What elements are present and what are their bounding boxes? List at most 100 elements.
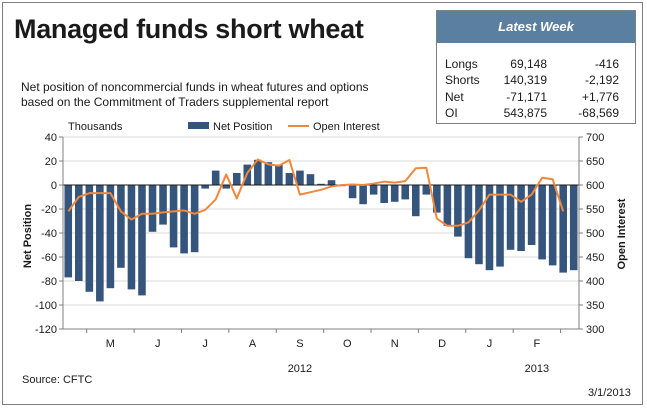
left-tick-label: -120 <box>35 324 57 336</box>
net-position-bar <box>148 185 157 232</box>
net-position-bar <box>190 185 199 253</box>
right-axis-ticks: 700 650 600 550 500 450 400 350 300 <box>579 132 604 336</box>
month-label: M <box>106 338 115 350</box>
left-tick-label: -100 <box>35 300 57 312</box>
net-position-bar <box>201 185 209 189</box>
net-position-bar <box>232 173 241 185</box>
legend: Net Position Open Interest <box>188 121 380 133</box>
net-position-bar <box>211 170 220 185</box>
net-position-bar <box>348 185 357 199</box>
latest-row-longs: Longs 69,148 -416 <box>437 57 635 73</box>
net-position-bar <box>254 159 262 185</box>
year-label: 2013 <box>525 363 549 375</box>
right-tick-label: 300 <box>586 324 604 336</box>
right-tick-label: 600 <box>586 180 604 192</box>
right-tick-label: 450 <box>586 252 604 264</box>
latest-week-panel: Latest Week Longs 69,148 -416 Shorts 140… <box>436 10 636 124</box>
net-position-bar <box>327 180 336 185</box>
net-position-bar <box>169 185 178 248</box>
net-position-bar <box>538 185 546 260</box>
latest-row-change: -68,569 <box>578 106 619 120</box>
right-tick-label: 650 <box>586 156 604 168</box>
net-position-bar <box>138 185 146 296</box>
latest-week-title: Latest Week <box>437 11 635 43</box>
latest-row-change: -416 <box>594 57 619 71</box>
month-label: S <box>296 338 303 350</box>
left-axis-ticks: 40 20 0 -20 -40 -60 -80 -100 -120 <box>35 132 63 336</box>
net-position-bar <box>64 185 73 278</box>
month-label: O <box>343 338 352 350</box>
date-stamp: 3/1/2013 <box>588 387 631 399</box>
net-position-bar <box>401 185 410 200</box>
net-position-bar <box>222 185 231 189</box>
net-position-bar <box>380 185 388 203</box>
right-tick-label: 500 <box>586 228 604 240</box>
net-position-bar <box>180 185 188 254</box>
net-position-bar <box>296 170 304 185</box>
net-position-bar <box>264 162 273 185</box>
latest-row-change: +1,776 <box>581 90 619 104</box>
latest-row-shorts: Shorts 140,319 -2,192 <box>437 73 635 89</box>
net-position-bar <box>106 185 115 289</box>
page-title: Managed funds short wheat <box>14 14 364 44</box>
net-position-bar <box>317 183 325 185</box>
net-position-bar <box>411 185 420 217</box>
left-tick-label: 20 <box>45 156 57 168</box>
net-position-bar <box>548 185 557 266</box>
net-position-bar <box>517 185 525 251</box>
right-axis-label: Open Interest <box>616 198 628 269</box>
net-position-bar <box>454 185 462 237</box>
net-position-bar <box>485 185 494 271</box>
subtitle-line-1: Net position of noncommercial funds in w… <box>21 80 369 94</box>
net-position-bar <box>75 185 83 281</box>
month-label: J <box>202 338 208 350</box>
net-position-bar <box>96 185 104 302</box>
latest-row-net: Net -71,171 +1,776 <box>437 90 635 106</box>
net-position-bar <box>569 185 578 271</box>
net-position-bars <box>64 159 578 302</box>
left-tick-label: 40 <box>45 132 57 144</box>
left-tick-label: -80 <box>41 276 57 288</box>
latest-row-value: 69,148 <box>510 57 547 71</box>
latest-row-oi: OI 543,875 -68,569 <box>437 106 635 122</box>
net-position-bar <box>559 185 567 273</box>
latest-row-label: Longs <box>445 57 478 71</box>
units-label: Thousands <box>68 121 123 133</box>
net-position-bar <box>390 185 399 202</box>
month-label: A <box>249 338 257 350</box>
net-position-bar <box>422 185 431 195</box>
x-axis-ticks: M J J A S O N D J F 2012 2013 <box>86 329 562 375</box>
left-tick-label: -40 <box>41 228 57 240</box>
net-position-bar <box>359 185 367 205</box>
latest-row-value: 140,319 <box>503 73 547 87</box>
left-tick-label: -20 <box>41 204 57 216</box>
month-label: J <box>487 338 493 350</box>
net-position-bar <box>369 185 378 195</box>
latest-row-label: OI <box>445 106 458 120</box>
right-tick-label: 550 <box>586 204 604 216</box>
net-position-bar <box>275 164 283 185</box>
month-label: J <box>155 338 161 350</box>
latest-row-label: Shorts <box>445 73 480 87</box>
legend-label-open-interest: Open Interest <box>313 121 380 133</box>
legend-label-net-position: Net Position <box>213 121 272 133</box>
net-position-bar <box>475 185 483 265</box>
right-tick-label: 700 <box>586 132 604 144</box>
legend-swatch-net-position <box>188 122 209 129</box>
open-interest-line <box>67 158 565 227</box>
subtitle-line-2: based on the Commitment of Traders suppl… <box>21 95 329 109</box>
month-label: F <box>534 338 541 350</box>
net-position-bar <box>433 185 441 213</box>
net-position-bar <box>506 185 515 250</box>
net-position-bar <box>85 185 94 292</box>
net-position-bar <box>127 185 136 290</box>
latest-row-change: -2,192 <box>584 73 619 87</box>
year-label: 2012 <box>288 363 312 375</box>
source-note: Source: CFTC <box>22 374 93 386</box>
left-tick-label: -60 <box>41 252 57 264</box>
latest-row-value: -71,171 <box>506 90 547 104</box>
net-position-bar <box>527 185 536 245</box>
left-axis-label: Net Position <box>22 204 34 268</box>
open-interest-series-line <box>67 158 565 227</box>
